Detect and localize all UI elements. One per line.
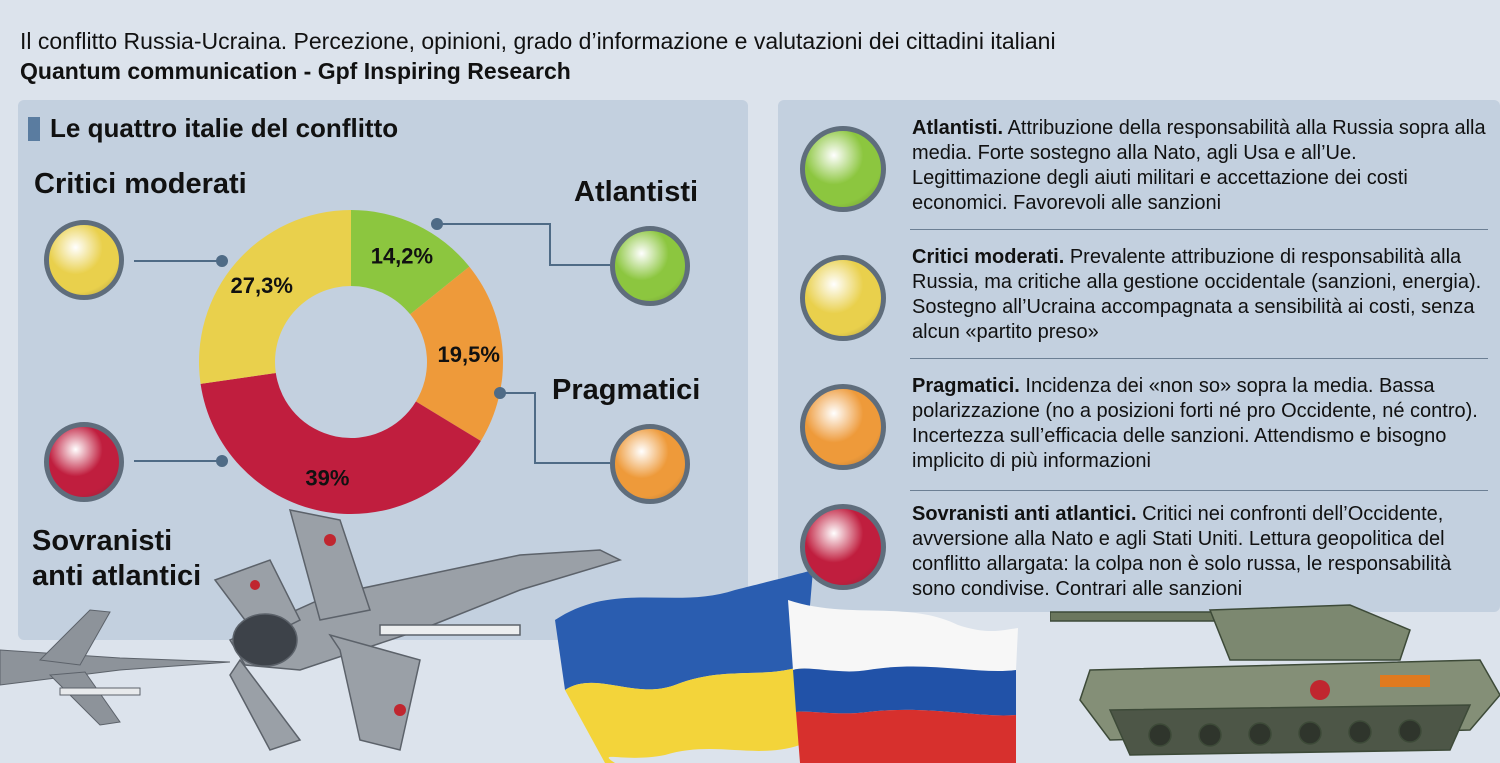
label-critici-moderati: Critici moderati: [34, 168, 247, 200]
legend-text-critici: Critici moderati. Prevalente attribuzion…: [912, 245, 1490, 345]
legend-row-critici: Critici moderati. Prevalente attribuzion…: [800, 245, 1490, 345]
label-sovranisti-line2: anti atlantici: [32, 560, 202, 592]
donut-slice-4: [199, 210, 351, 384]
label-sovranisti-line1: Sovranisti: [32, 525, 173, 557]
page-subtitle: Quantum communication - Gpf Inspiring Re…: [20, 58, 571, 84]
connector-line: [500, 392, 610, 464]
donut-slice-2: [410, 266, 503, 442]
legend-desc-pragmatici: Incidenza dei «non so» sopra la media. B…: [912, 375, 1478, 472]
atlantisti-ball: [610, 226, 690, 306]
section-marker: [28, 116, 40, 141]
legend-desc-critici: Prevalente attribuzione di responsabilit…: [912, 246, 1482, 343]
legend-text-atlantisti: Atlantisti. Attribuzione della responsab…: [912, 116, 1490, 216]
legend-divider: [910, 490, 1488, 491]
slice-label-3: 39%: [305, 466, 349, 491]
connector-dot: [494, 387, 506, 399]
legend-name-pragmatici: Pragmatici.: [912, 375, 1020, 397]
legend-row-pragmatici: Pragmatici. Incidenza dei «non so» sopra…: [800, 374, 1490, 474]
connector-dot: [216, 255, 228, 267]
connector-line: [437, 223, 610, 266]
section-title-text: Le quattro italie del conflitto: [50, 113, 399, 143]
legend-name-critici: Critici moderati.: [912, 246, 1065, 268]
legend-row-atlantisti: Atlantisti. Attribuzione della responsab…: [800, 116, 1490, 216]
legend-name-sovranisti: Sovranisti anti atlantici.: [912, 503, 1137, 525]
connector-dot: [431, 218, 443, 230]
slice-label-4: 27,3%: [231, 273, 293, 298]
slice-label-2: 19,5%: [438, 342, 500, 367]
label-atlantisti: Atlantisti: [574, 176, 699, 208]
legend-name-atlantisti: Atlantisti.: [912, 117, 1004, 139]
legend-text-sovranisti: Sovranisti anti atlantici. Critici nei c…: [912, 502, 1490, 602]
label-pragmatici: Pragmatici: [552, 374, 701, 406]
legend-text-pragmatici: Pragmatici. Incidenza dei «non so» sopra…: [912, 374, 1490, 474]
legend-ball-sovranisti: [800, 504, 886, 590]
slice-label-1: 14,2%: [371, 244, 433, 269]
tank-image: [1050, 604, 1500, 756]
connector-dot: [216, 455, 228, 467]
chart-panel: [18, 100, 748, 640]
russia-flag: [788, 600, 1018, 763]
header: Il conflitto Russia-Ucraina. Percezione,…: [20, 26, 1056, 86]
legend-ball-pragmatici: [800, 384, 886, 470]
legend-desc-sovranisti: Critici nei confronti dell’Occidente, av…: [912, 503, 1452, 600]
label-sovranisti: Sovranisti anti atlantici: [32, 524, 201, 594]
legend-ball-atlantisti: [800, 126, 886, 212]
pragmatici-ball: [610, 424, 690, 504]
donut-slice-1: [351, 210, 470, 315]
legend-divider: [910, 229, 1488, 230]
donut-chart: 14,2% 19,5% 39% 27,3%: [134, 210, 610, 514]
sovranisti-ball: [44, 422, 124, 502]
legend-panel: [778, 100, 1500, 612]
legend-divider: [910, 358, 1488, 359]
page-title: Il conflitto Russia-Ucraina. Percezione,…: [20, 28, 1056, 54]
critici-moderati-ball: [44, 220, 124, 300]
legend-desc-atlantisti: Attribuzione della responsabilità alla R…: [912, 117, 1486, 214]
fighter-jet-image: [0, 509, 623, 751]
section-title: Le quattro italie del conflitto: [28, 113, 398, 144]
legend-row-sovranisti: Sovranisti anti atlantici. Critici nei c…: [800, 502, 1490, 602]
donut-slice-3: [200, 372, 481, 514]
ukraine-flag: [555, 570, 813, 763]
legend-ball-critici: [800, 255, 886, 341]
